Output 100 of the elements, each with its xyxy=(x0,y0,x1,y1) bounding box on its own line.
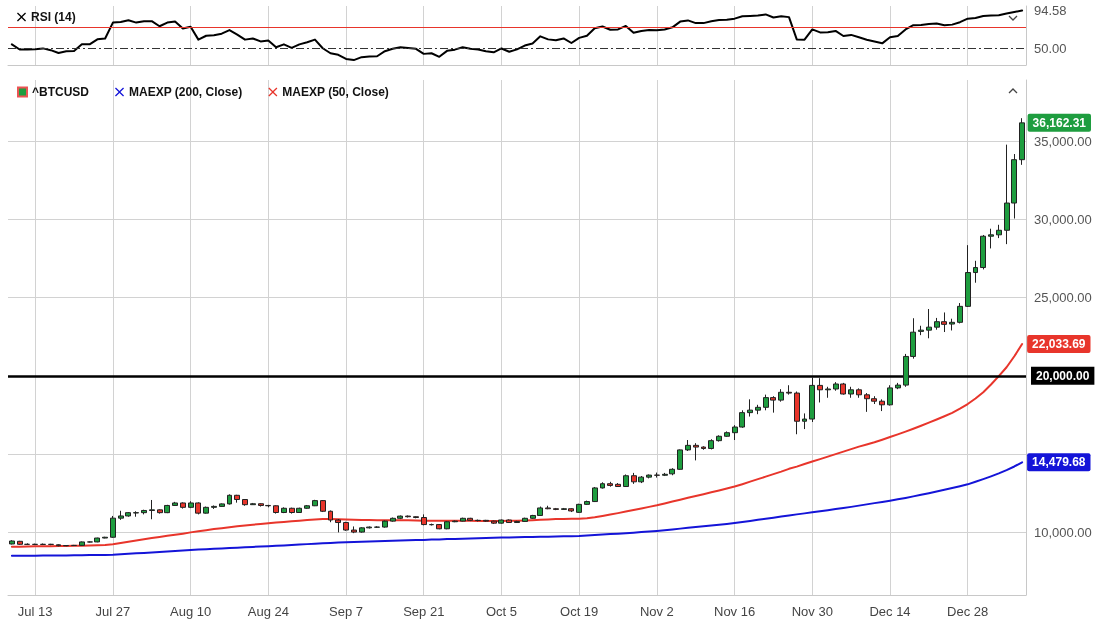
candlestick xyxy=(685,439,691,452)
y-tick-label: 30,000.00 xyxy=(1034,211,1092,227)
x-tick-label: Nov 2 xyxy=(639,604,674,619)
candlestick xyxy=(452,519,458,523)
x-tick-label: Sep 21 xyxy=(403,604,445,619)
x-tick-label: Dec 28 xyxy=(947,604,989,619)
candlestick xyxy=(592,486,598,503)
candlestick xyxy=(374,525,380,529)
candlestick xyxy=(351,525,357,534)
candlestick xyxy=(802,412,807,430)
candlestick xyxy=(778,388,784,403)
candlestick xyxy=(444,520,450,530)
candlestick xyxy=(809,376,815,423)
candlestick xyxy=(856,387,862,399)
candlestick xyxy=(234,494,240,504)
candlestick xyxy=(514,520,520,524)
candlestick xyxy=(413,515,419,519)
candlestick xyxy=(281,506,287,514)
candlestick xyxy=(522,517,528,523)
candlestick xyxy=(848,386,854,399)
y-tick-label: 35,000.00 xyxy=(1034,133,1092,149)
candlestick xyxy=(794,391,800,435)
candlestick xyxy=(63,544,69,547)
candlestick xyxy=(623,473,629,488)
x-tick-label: Oct 5 xyxy=(485,604,517,619)
x-tick-label: Nov 30 xyxy=(791,604,833,619)
candlestick xyxy=(825,386,831,399)
candlestick xyxy=(755,404,761,415)
x-tick-label: Aug 10 xyxy=(170,604,212,619)
candlestick xyxy=(926,308,932,339)
candlestick xyxy=(149,499,155,520)
candlestick xyxy=(996,224,1002,239)
text: 36,162.31 xyxy=(1032,115,1087,130)
x-tick-label: Aug 24 xyxy=(247,604,289,619)
candlestick xyxy=(1019,117,1025,166)
candlestick xyxy=(312,499,318,507)
candlestick xyxy=(545,505,551,510)
candlestick xyxy=(506,518,512,524)
candlestick xyxy=(701,445,706,451)
candlestick xyxy=(421,513,427,526)
legend-label: ^BTCUSD xyxy=(32,85,90,99)
legend-label: MAEXP (50, Close) xyxy=(282,85,389,99)
data-label: 14,479.68 xyxy=(1032,455,1086,470)
candlestick xyxy=(965,244,971,308)
candlestick xyxy=(273,504,279,515)
candlestick xyxy=(576,503,582,514)
candlestick xyxy=(172,501,178,507)
candlestick xyxy=(79,540,85,547)
data-label: 22,033.69 xyxy=(1032,337,1086,352)
candlestick xyxy=(957,302,963,324)
candlestick xyxy=(615,482,621,488)
candlestick xyxy=(879,398,885,412)
candlestick xyxy=(71,544,77,547)
candlestick xyxy=(141,509,147,515)
candlestick xyxy=(102,536,108,539)
ref-line-label: 20,000.00 xyxy=(1036,368,1090,383)
candlestick xyxy=(646,473,652,479)
candlestick xyxy=(895,382,901,390)
candlestick xyxy=(203,506,209,515)
candlestick xyxy=(693,442,699,461)
candlestick xyxy=(405,514,411,519)
candlestick xyxy=(918,325,924,336)
line-series xyxy=(10,9,1024,62)
candlestick xyxy=(382,519,388,529)
candlestick xyxy=(817,377,823,403)
candlestick xyxy=(584,500,590,506)
candlestick xyxy=(600,481,605,490)
candlestick xyxy=(219,502,225,508)
legend-label: MAEXP (200, Close) xyxy=(129,85,243,99)
candlestick xyxy=(227,493,232,506)
line-series xyxy=(10,343,1024,548)
candlestick xyxy=(716,434,722,443)
candlestick xyxy=(242,498,248,507)
candlestick xyxy=(662,472,668,477)
candlestick xyxy=(973,260,978,284)
x-tick-label: Dec 14 xyxy=(869,604,911,619)
x-tick-label: Jul 13 xyxy=(17,604,53,619)
y-tick-label: 10,000.00 xyxy=(1034,524,1092,540)
candlestick xyxy=(328,509,333,523)
candlestick xyxy=(250,502,256,506)
line-series xyxy=(10,461,1024,557)
x-tick-label: Nov 16 xyxy=(713,604,756,619)
candlestick xyxy=(335,518,341,533)
x-tick-label: Jul 27 xyxy=(95,604,131,619)
candlestick xyxy=(988,228,994,249)
candlestick xyxy=(180,501,186,510)
candlestick xyxy=(211,504,217,510)
x-tick-label: Oct 19 xyxy=(560,604,599,619)
candlestick xyxy=(343,521,349,532)
candlestick xyxy=(607,481,613,488)
candlestick xyxy=(304,504,310,510)
candlestick xyxy=(887,384,893,407)
candlestick xyxy=(708,438,714,450)
candlestick xyxy=(133,510,139,518)
candlestick xyxy=(553,507,559,511)
candlestick xyxy=(980,234,986,270)
candlestick xyxy=(320,499,326,513)
candlestick xyxy=(747,398,753,418)
candlestick xyxy=(436,523,442,530)
candlestick xyxy=(483,519,489,523)
